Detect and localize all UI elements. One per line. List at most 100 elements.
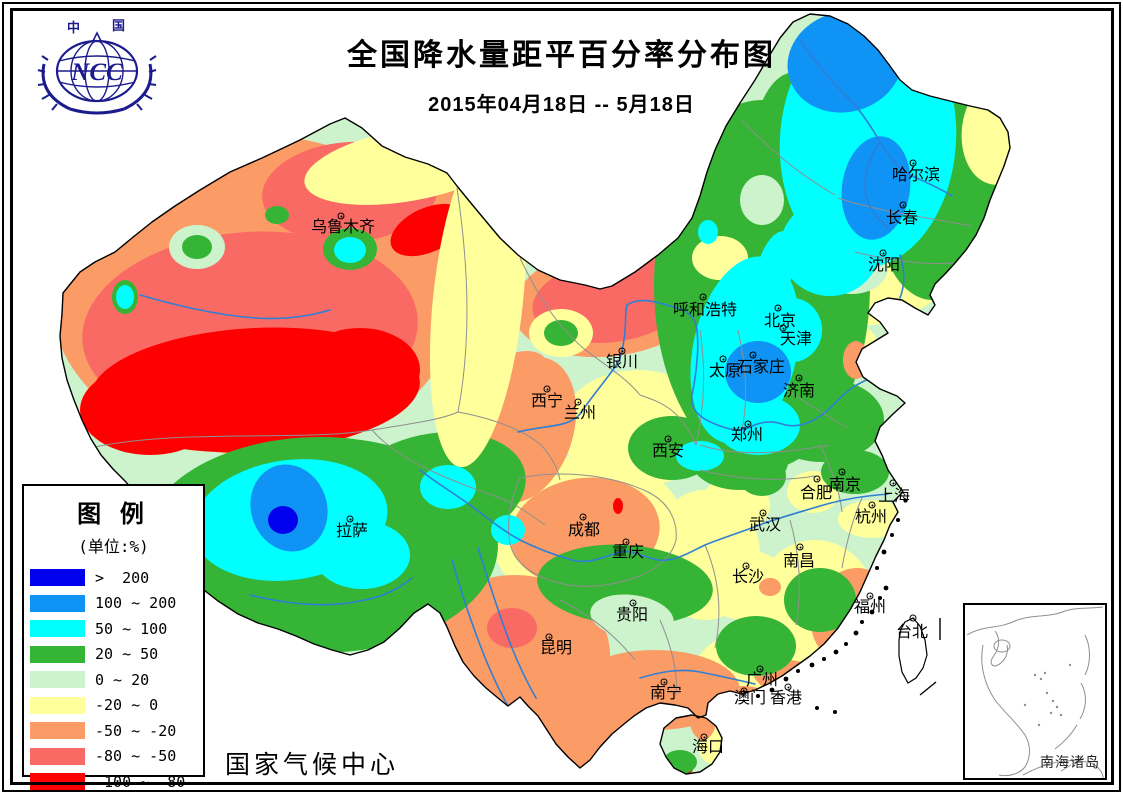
- legend-swatch: [30, 569, 85, 587]
- legend-swatch: [30, 696, 85, 714]
- city-marker-icon: [759, 509, 767, 517]
- city-marker-icon: [700, 733, 708, 741]
- city-label: 福州: [853, 599, 887, 616]
- city-marker-icon: [618, 347, 626, 355]
- legend-row: 20 ~ 50: [24, 642, 203, 668]
- city-marker-icon: [749, 351, 757, 359]
- legend-rows: > 200 100 ~ 200 50 ~ 100 20 ~ 50 0 ~ 20 -20 ~…: [24, 565, 203, 794]
- city-marker-icon: [779, 324, 787, 332]
- ncc-logo: 中 国 NCC: [30, 16, 164, 120]
- city-label: 广州: [745, 672, 779, 689]
- city-marker-icon: [774, 304, 782, 312]
- city-label: 哈尔滨: [891, 167, 941, 184]
- city-marker-icon: [879, 249, 887, 257]
- city-label: 杭州: [854, 509, 888, 526]
- city-label: 合肥: [799, 485, 833, 502]
- logo-text: NCC: [70, 59, 123, 86]
- city-marker-icon: [622, 538, 630, 546]
- city-label: 昆明: [539, 640, 573, 657]
- legend-swatch: [30, 747, 85, 765]
- legend-swatch: [30, 620, 85, 638]
- city-label: 澳门: [733, 690, 767, 707]
- band-minus100-minus80: [80, 203, 693, 773]
- south-china-sea-inset: 南海诸岛: [963, 603, 1107, 780]
- city-label: 沈阳: [867, 257, 901, 274]
- legend: 图 例 (单位:%) > 200 100 ~ 200 50 ~ 100 20 ~ 50…: [22, 484, 205, 791]
- city-marker-icon: [744, 420, 752, 428]
- city-label: 西宁: [530, 393, 564, 410]
- city-label: 拉萨: [335, 523, 369, 540]
- city-label: 南宁: [649, 685, 683, 702]
- logo-left-char: 中: [67, 20, 80, 35]
- city-label: 太原: [708, 363, 742, 380]
- city-marker-icon: [909, 159, 917, 167]
- legend-label: -50 ~ -20: [95, 721, 177, 740]
- city-marker-icon: [866, 592, 874, 600]
- city-label: 贵阳: [615, 607, 649, 624]
- legend-swatch: [30, 722, 85, 740]
- city-label: 郑州: [730, 427, 764, 444]
- legend-unit: (单位:%): [78, 537, 149, 556]
- province-borders: [89, 119, 973, 696]
- legend-label: -80 ~ -50: [95, 747, 177, 766]
- rivers: [139, 39, 953, 707]
- city-marker-icon: [545, 633, 553, 641]
- legend-row: 50 ~ 100: [24, 616, 203, 642]
- legend-swatch: [30, 671, 85, 689]
- legend-title: 图 例: [77, 501, 150, 528]
- city-label: 香港: [769, 690, 803, 707]
- city-marker-icon: [579, 513, 587, 521]
- city-marker-icon: [574, 398, 582, 406]
- legend-row: -50 ~ -20: [24, 718, 203, 744]
- city-marker-icon: [796, 543, 804, 551]
- city-marker-icon: [699, 293, 707, 301]
- legend-swatch: [30, 594, 85, 612]
- city-label: 武汉: [748, 517, 782, 534]
- legend-row: -100 ~ -80: [24, 769, 203, 794]
- city-marker-icon: [740, 687, 748, 695]
- legend-label: -100 ~ -80: [95, 772, 186, 791]
- legend-label: 20 ~ 50: [95, 645, 159, 664]
- city-label: 西安: [651, 443, 685, 460]
- city-label: 银川: [605, 354, 639, 371]
- city-marker-icon: [899, 201, 907, 209]
- city-marker-icon: [795, 374, 803, 382]
- legend-swatch: [30, 645, 85, 663]
- city-marker-icon: [838, 468, 846, 476]
- city-marker-icon: [742, 562, 750, 570]
- city-label: 南京: [828, 477, 862, 494]
- city-label: 海口: [691, 739, 725, 756]
- city-marker-icon: [719, 355, 727, 363]
- city-label: 乌鲁木齐: [310, 219, 376, 236]
- city-marker-icon: [756, 665, 764, 673]
- city-marker-icon: [346, 515, 354, 523]
- city-label: 呼和浩特: [672, 302, 738, 319]
- legend-row: -20 ~ 0: [24, 693, 203, 719]
- city-marker-icon: [868, 501, 876, 509]
- city-marker-icon: [337, 212, 345, 220]
- legend-label: -20 ~ 0: [95, 696, 159, 715]
- city-label: 重庆: [611, 544, 645, 561]
- taiwan-outline: [898, 617, 928, 684]
- legend-label: 50 ~ 100: [95, 619, 168, 638]
- inset-label: 南海诸岛: [1040, 754, 1100, 770]
- legend-swatch: [30, 773, 85, 791]
- city-marker-icon: [889, 479, 897, 487]
- city-label: 台北: [895, 624, 929, 641]
- national-border: [59, 13, 1011, 775]
- city-label: 天津: [779, 331, 813, 348]
- city-label: 南昌: [782, 553, 816, 570]
- legend-row: 100 ~ 200: [24, 591, 203, 617]
- city-marker-icon: [909, 614, 917, 622]
- city-label: 石家庄: [736, 359, 786, 376]
- inset-map: [966, 606, 1104, 778]
- city-label: 北京: [763, 313, 797, 330]
- logo-right-char: 国: [112, 18, 125, 33]
- legend-label: 100 ~ 200: [95, 594, 177, 613]
- city-label: 长春: [885, 210, 919, 227]
- coastal-islands: [756, 498, 941, 714]
- agency-credit: 国家气候中心: [225, 751, 400, 779]
- legend-label: > 200: [95, 568, 150, 587]
